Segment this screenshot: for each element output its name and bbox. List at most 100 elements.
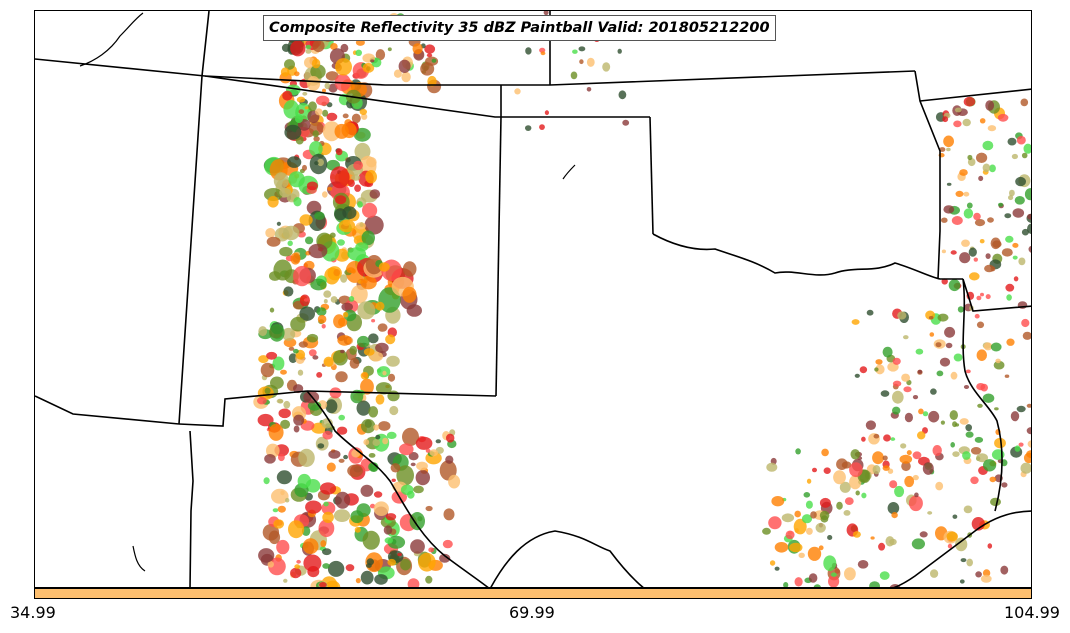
reflectivity-blob [540,51,546,56]
reflectivity-blob [766,462,778,472]
reflectivity-blob [356,400,371,416]
reflectivity-blob [375,382,392,395]
reflectivity-blob [398,59,411,73]
reflectivity-blob [987,543,993,549]
reflectivity-blob [322,430,333,440]
reflectivity-blob [288,171,305,188]
reflectivity-blob [283,100,300,119]
reflectivity-blob [982,140,994,151]
reflectivity-blob [322,109,329,117]
reflectivity-blob [976,453,988,463]
reflectivity-blob [771,496,785,507]
reflectivity-blob [579,59,584,65]
border-ut-co [178,11,210,425]
reflectivity-blob [1020,98,1029,107]
reflectivity-blob [963,385,970,389]
reflectivity-blob [899,454,913,464]
reflectivity-blob [892,357,901,365]
reflectivity-blob [768,516,782,530]
reflectivity-blob [935,481,944,491]
reflectivity-blob [387,373,396,382]
reflectivity-blob [323,290,332,298]
reflectivity-blob [273,519,285,529]
reflectivity-blob [874,367,879,372]
reflectivity-blob [303,298,309,302]
reflectivity-blob [866,309,874,316]
reflectivity-blob [311,58,321,69]
reflectivity-blob [446,433,455,443]
reflectivity-blob [944,326,956,338]
reflectivity-blob [322,511,334,523]
reflectivity-blob [959,418,969,425]
reflectivity-blob [283,578,288,583]
reflectivity-blob [389,405,399,416]
reflectivity-blob [912,451,922,460]
reflectivity-blob [305,500,322,514]
border-co-wy [35,58,916,86]
reflectivity-blob [980,292,984,297]
reflectivity-blob [854,373,860,378]
reflectivity-blob [953,120,962,128]
reflectivity-blob [994,437,1006,449]
reflectivity-blob [361,230,375,246]
reflectivity-blob [318,519,335,538]
border-az-mexico [35,395,180,425]
reflectivity-blob [424,44,436,54]
reflectivity-blob [273,259,292,281]
reflectivity-blob [875,359,883,365]
reflectivity-blob [946,182,952,186]
reflectivity-blob [401,71,411,83]
reflectivity-blob [1021,318,1030,328]
reflectivity-blob [322,121,341,142]
reflectivity-blob [901,373,910,382]
colorbar-tick-max: 104.99 [1004,603,1060,622]
reflectivity-blob [326,462,336,472]
reflectivity-blob [345,564,355,572]
reflectivity-blob [351,449,361,458]
reflectivity-blob [850,449,860,460]
reflectivity-blob [400,558,411,571]
border-az-ca [189,430,194,587]
reflectivity-blob [993,360,1005,370]
reflectivity-blob [820,515,829,523]
reflectivity-blob [283,400,291,409]
reflectivity-blob [266,236,281,247]
reflectivity-blob [970,476,979,485]
reflectivity-blob [335,148,343,156]
reflectivity-blob [335,491,351,509]
reflectivity-blob [622,119,630,126]
reflectivity-blob [901,461,911,472]
reflectivity-blob [1006,294,1012,301]
reflectivity-blob [329,232,336,238]
reflectivity-blob [1027,213,1031,220]
reflectivity-blob [340,274,348,283]
reflectivity-blob [859,366,868,374]
reflectivity-blob [431,58,437,63]
border-ar-la [962,278,1031,312]
reflectivity-blob [973,212,981,221]
reflectivity-blob [377,323,388,332]
reflectivity-blob [1012,255,1018,260]
reflectivity-blob [774,566,780,571]
border-nm-tx-south [306,390,497,397]
border-nm-tx-west [495,116,502,397]
reflectivity-blob [294,114,304,124]
reflectivity-blob [400,484,414,495]
reflectivity-blob [976,152,988,163]
reflectivity-blob [807,546,822,561]
border-ok-ar [914,70,941,280]
reflectivity-blob [306,333,319,343]
reflectivity-blob [785,530,795,540]
reflectivity-blob [271,488,289,504]
reflectivity-blob [357,335,370,348]
reflectivity-blob [279,188,292,198]
reflectivity-blob [839,481,851,493]
reflectivity-blob [296,96,306,103]
reflectivity-blob [273,172,289,190]
reflectivity-blob [917,369,923,374]
reflectivity-blob [977,403,983,408]
reflectivity-blob [525,47,532,55]
reflectivity-blob [870,536,875,540]
reflectivity-blob [1005,235,1014,243]
reflectivity-blob [397,552,402,557]
